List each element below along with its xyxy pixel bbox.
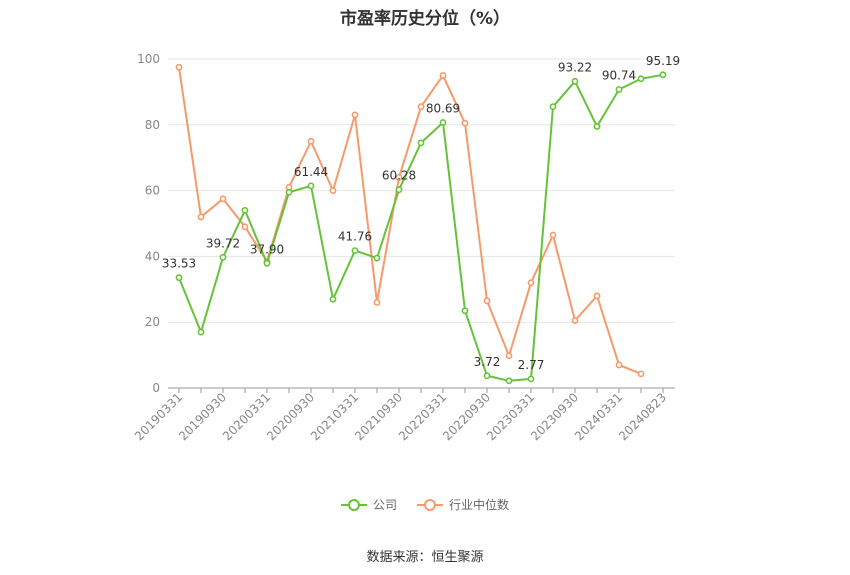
data-point xyxy=(395,186,403,194)
data-point xyxy=(417,103,425,111)
data-point xyxy=(219,195,227,203)
data-point xyxy=(439,72,447,79)
y-tick-label: 40 xyxy=(145,249,160,263)
data-point xyxy=(197,213,205,221)
data-point xyxy=(175,274,183,282)
data-point xyxy=(351,111,359,119)
y-tick-label: 80 xyxy=(145,118,160,132)
data-point xyxy=(263,259,271,267)
data-label: 41.76 xyxy=(338,230,372,244)
data-point xyxy=(505,352,513,360)
legend: 公司 行业中位数 xyxy=(0,496,850,513)
data-point xyxy=(549,231,557,239)
data-point xyxy=(461,119,469,127)
data-point xyxy=(615,361,623,369)
legend-item[interactable]: 公司 xyxy=(340,496,397,513)
data-point xyxy=(241,223,249,231)
data-label: 33.53 xyxy=(162,257,196,271)
x-tick-label: 20240823 xyxy=(616,390,669,443)
data-point xyxy=(659,71,667,79)
source-note: 数据来源：恒生聚源 xyxy=(366,550,484,565)
chart-title: 市盈率历史分位（%） xyxy=(339,9,511,29)
data-point xyxy=(439,119,447,126)
series-line-company xyxy=(178,73,664,382)
data-label: 90.74 xyxy=(602,68,636,82)
data-point xyxy=(527,279,535,287)
data-point xyxy=(637,75,645,83)
data-point xyxy=(241,206,249,214)
data-point xyxy=(373,299,381,306)
data-point xyxy=(219,253,227,261)
data-point xyxy=(175,63,183,71)
y-tick-label: 20 xyxy=(145,315,160,329)
legend-item[interactable]: 行业中位数 xyxy=(417,496,509,513)
data-point xyxy=(285,188,293,196)
data-point xyxy=(549,103,557,111)
data-point xyxy=(505,377,513,385)
data-label: 95.19 xyxy=(646,54,680,68)
data-point xyxy=(483,372,491,380)
data-point xyxy=(571,317,579,324)
data-label: 93.22 xyxy=(558,60,592,74)
y-tick-label: 0 xyxy=(152,381,160,395)
data-point xyxy=(483,297,491,305)
data-point xyxy=(615,86,623,93)
data-label: 37.90 xyxy=(250,242,284,256)
data-point xyxy=(329,295,337,303)
data-label: 3.72 xyxy=(474,355,501,369)
data-label: 80.69 xyxy=(426,102,460,116)
data-label: 61.44 xyxy=(294,165,328,179)
legend-swatch-icon xyxy=(340,498,367,512)
data-point xyxy=(637,370,645,378)
data-point xyxy=(351,247,359,255)
data-label: 39.72 xyxy=(206,236,240,250)
data-point xyxy=(527,375,535,383)
legend-swatch-icon xyxy=(417,498,443,512)
data-point xyxy=(307,182,315,190)
series-line-industry xyxy=(178,67,642,375)
data-point xyxy=(307,137,315,145)
data-point xyxy=(461,307,469,315)
data-point xyxy=(593,292,601,300)
data-point xyxy=(197,328,205,336)
legend-label: 行业中位数 xyxy=(449,498,510,512)
legend-label: 公司 xyxy=(372,498,397,512)
data-point xyxy=(329,187,337,194)
y-tick-label: 60 xyxy=(145,184,160,198)
data-label: 2.77 xyxy=(518,358,545,372)
data-point xyxy=(373,254,381,262)
data-point xyxy=(395,174,403,181)
y-tick-label: 100 xyxy=(137,52,160,66)
data-point xyxy=(417,139,425,147)
data-point xyxy=(571,77,579,85)
data-label: 60.28 xyxy=(382,169,416,183)
data-point xyxy=(593,123,601,130)
